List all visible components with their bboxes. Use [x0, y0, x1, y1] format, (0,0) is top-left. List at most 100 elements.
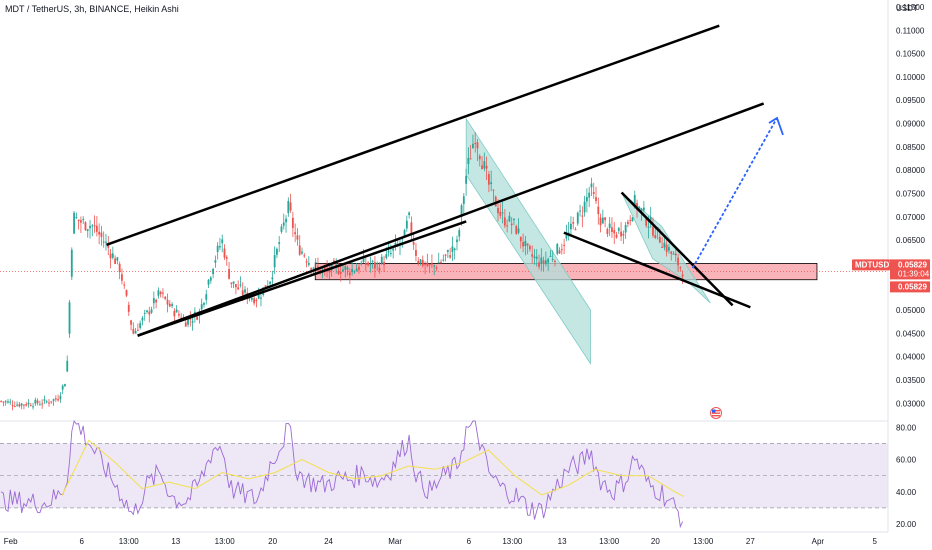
candle: [611, 217, 613, 238]
candle-body: [146, 310, 148, 313]
candle: [355, 262, 358, 272]
candle-body: [540, 257, 543, 264]
candle: [159, 290, 162, 298]
candle-body: [499, 211, 502, 216]
price-pane-background: [0, 0, 888, 421]
candle: [358, 263, 360, 274]
candle-body: [385, 254, 388, 259]
candle: [348, 268, 351, 285]
candle-body: [16, 404, 19, 406]
candle-body: [574, 229, 577, 231]
candle: [64, 383, 66, 387]
price-tick-label: 0.09000: [896, 120, 925, 129]
candle-body: [430, 263, 433, 265]
candle: [23, 404, 25, 410]
symbol-tag: MDTUSDT: [852, 259, 894, 271]
last-price-value: 0.05829: [898, 260, 927, 269]
candle-body: [132, 328, 135, 334]
candle-body: [200, 304, 203, 310]
candle-body: [608, 223, 611, 228]
candle: [529, 244, 531, 252]
candle: [114, 255, 117, 265]
candle: [273, 246, 276, 274]
wedge-upper-line[interactable]: [620, 191, 734, 307]
candle-body: [86, 229, 89, 231]
candle-body: [380, 256, 383, 264]
price-axis[interactable]: 0.030000.035000.040000.045000.050000.055…: [896, 3, 925, 408]
price-pane[interactable]: [0, 0, 888, 421]
candle: [501, 201, 504, 224]
rsi-pane[interactable]: [0, 419, 888, 529]
falling-channel[interactable]: [465, 117, 591, 365]
candle-body: [178, 314, 180, 316]
candle-body: [219, 246, 221, 248]
candle: [583, 195, 586, 217]
candle: [221, 234, 224, 253]
lower-channel-line[interactable]: [137, 102, 765, 337]
candle-body: [440, 261, 442, 263]
rsi-line[interactable]: [0, 419, 684, 529]
candle-body: [613, 230, 616, 234]
candle: [234, 283, 237, 295]
candle-body: [121, 274, 123, 281]
candle: [41, 399, 44, 409]
candle-body: [93, 225, 96, 227]
candle-body: [276, 248, 278, 255]
candle: [59, 392, 62, 403]
time-tick-label: Apr: [812, 537, 825, 546]
candle: [82, 216, 85, 224]
candle: [652, 217, 654, 238]
candle: [237, 280, 240, 291]
time-tick-label: 13: [558, 537, 567, 546]
price-tick-label: 0.03000: [896, 399, 925, 408]
ascending-support-line[interactable]: [137, 220, 467, 337]
projection-arrow[interactable]: [691, 117, 778, 269]
countdown-timer: 01:39:04: [898, 269, 930, 278]
candle: [649, 206, 652, 229]
candle-body: [451, 246, 454, 253]
candle-body: [590, 183, 593, 188]
candle-body: [291, 217, 294, 228]
time-axis[interactable]: Feb 6 13:00 13 13:00 20 24 Mar 6 13:00 13 13:00 20 13…: [4, 537, 878, 546]
candle-body: [89, 225, 91, 229]
candle: [487, 170, 490, 193]
candle: [535, 249, 538, 267]
candle-body: [269, 281, 271, 284]
candle: [415, 243, 417, 262]
candle: [492, 189, 495, 202]
wedge-lower-line[interactable]: [563, 231, 751, 309]
price-tick-label: 0.04000: [896, 353, 925, 362]
rsi-axis[interactable]: 20.00 40.00 60.00 80.00: [896, 423, 917, 529]
candle: [490, 170, 493, 192]
candle-body: [542, 260, 545, 264]
candle: [139, 320, 142, 330]
candle-body: [654, 235, 657, 238]
candle: [679, 266, 682, 272]
candle-body: [376, 263, 379, 265]
candle-body: [166, 299, 169, 305]
candle-body: [118, 263, 121, 273]
price-line-tag-bg: [890, 281, 930, 293]
candle-body: [150, 309, 153, 313]
candle-body: [665, 244, 668, 252]
candle-body: [116, 257, 119, 261]
candle: [353, 270, 356, 274]
candle: [171, 302, 173, 309]
upper-channel-line[interactable]: [106, 24, 720, 246]
candle: [189, 311, 192, 327]
candle-body: [522, 242, 524, 247]
candle-body: [544, 260, 547, 265]
candle-body: [337, 270, 340, 274]
candle: [613, 222, 616, 245]
candle-body: [342, 269, 344, 272]
rsi-ma-line[interactable]: [61, 439, 685, 498]
candle-body: [652, 226, 654, 236]
time-tick-label: 13:00: [119, 537, 140, 546]
candle-body: [558, 250, 561, 254]
candle: [116, 256, 119, 265]
candle-body: [168, 303, 171, 307]
candle-body: [221, 239, 224, 244]
candle-body: [9, 401, 12, 403]
candle: [392, 247, 395, 259]
